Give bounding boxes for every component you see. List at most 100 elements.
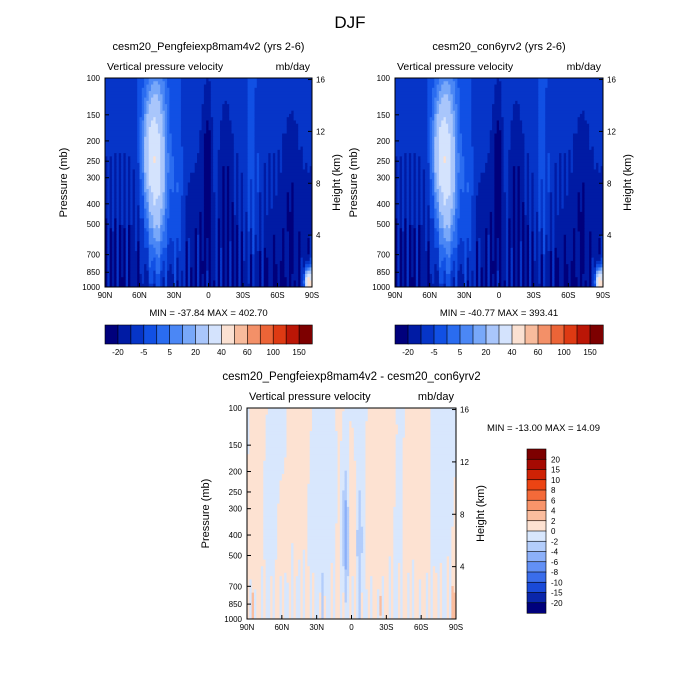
field-cell — [217, 251, 221, 255]
field-cell — [579, 231, 586, 236]
field-cell — [199, 143, 205, 148]
field-cell — [125, 224, 129, 229]
field-cell — [105, 198, 108, 203]
field-cell — [109, 260, 113, 265]
field-cell — [243, 251, 246, 255]
field-cell — [134, 185, 140, 190]
field-cell — [231, 208, 235, 213]
field-cell — [494, 162, 502, 167]
field-cell — [545, 130, 579, 135]
field-cell — [141, 189, 145, 193]
field-cell — [190, 244, 196, 249]
field-cell — [114, 159, 117, 164]
field-cell — [107, 228, 111, 232]
field-cell — [171, 136, 182, 141]
field-cell — [171, 264, 175, 268]
field-cell — [270, 185, 274, 190]
field-cell — [282, 149, 304, 154]
field-cell — [284, 254, 290, 259]
field-cell — [263, 185, 267, 190]
field-cell — [125, 215, 129, 219]
field-cell — [206, 264, 209, 268]
field-cell — [226, 179, 230, 183]
field-cell — [130, 208, 134, 213]
field-cell — [111, 189, 115, 193]
field-cell — [187, 247, 191, 252]
field-cell — [105, 211, 108, 216]
field-cell — [572, 159, 595, 164]
field-cell — [118, 264, 122, 268]
field-cell — [141, 159, 145, 164]
field-cell — [139, 133, 143, 138]
field-cell — [164, 100, 170, 105]
field-cell — [171, 133, 182, 138]
field-cell — [245, 238, 249, 242]
field-cell — [533, 179, 539, 183]
field-cell — [238, 254, 242, 259]
field-cell — [201, 221, 205, 226]
field-cell — [429, 175, 435, 180]
field-cell — [473, 169, 486, 174]
field-cell — [130, 166, 140, 170]
field-cell — [231, 228, 235, 232]
field-cell — [286, 126, 299, 131]
field-cell — [141, 169, 145, 174]
field-cell — [213, 159, 219, 164]
field-cell — [229, 264, 232, 268]
field-cell — [298, 244, 301, 249]
field-cell — [272, 234, 276, 239]
field-cell — [151, 97, 159, 102]
field-cell — [146, 179, 150, 183]
field-cell — [268, 169, 272, 174]
field-cell — [222, 251, 226, 255]
field-cell — [105, 195, 108, 200]
field-cell — [249, 251, 253, 255]
field-cell — [434, 166, 440, 170]
field-cell — [282, 251, 285, 255]
field-cell — [130, 224, 136, 229]
field-cell — [148, 162, 161, 167]
field-cell — [229, 241, 232, 246]
field-cell — [261, 247, 265, 252]
field-cell — [298, 146, 301, 151]
field-cell — [176, 189, 180, 193]
field-cell — [434, 136, 440, 141]
field-cell — [190, 264, 196, 268]
field-cell — [109, 179, 113, 183]
field-cell — [492, 110, 502, 115]
field-cell — [125, 211, 129, 216]
field-cell — [503, 162, 509, 167]
field-cell — [266, 198, 269, 203]
field-cell — [494, 218, 502, 223]
field-cell — [549, 182, 555, 187]
field-cell — [457, 244, 465, 249]
field-cell — [210, 185, 214, 190]
field-cell — [210, 133, 214, 138]
field-cell — [503, 140, 512, 144]
field-cell — [577, 126, 590, 131]
field-cell — [307, 162, 313, 167]
field-cell — [473, 162, 486, 167]
field-cell — [203, 143, 212, 148]
field-cell — [201, 123, 207, 128]
field-cell — [272, 270, 278, 275]
field-cell — [233, 260, 237, 265]
field-cell — [215, 264, 219, 268]
field-cell — [130, 247, 136, 252]
field-cell — [148, 179, 161, 183]
field-cell — [194, 234, 198, 239]
field-cell — [240, 179, 244, 183]
field-cell — [438, 91, 451, 95]
field-cell — [298, 234, 301, 239]
field-cell — [107, 205, 111, 210]
colorbar-swatch — [117, 324, 132, 345]
field-cell — [130, 270, 138, 275]
field-cell — [125, 162, 129, 167]
field-cell — [445, 156, 451, 161]
field-cell — [121, 179, 124, 183]
field-cell — [249, 198, 253, 203]
field-cell — [105, 153, 115, 157]
field-cell — [208, 78, 249, 82]
field-cell — [116, 156, 120, 161]
field-cell — [243, 189, 249, 193]
